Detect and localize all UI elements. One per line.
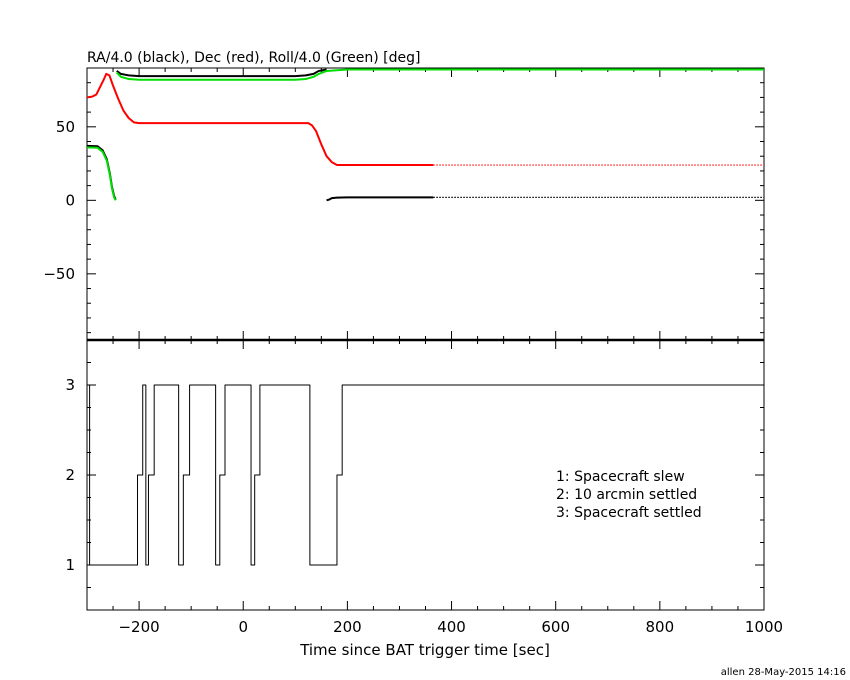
top-chart-title: RA/4.0 (black), Dec (red), Roll/4.0 (Gre… (87, 50, 420, 66)
legend: 1: Spacecraft slew 2: 10 arcmin settled … (556, 469, 702, 521)
x-tick-label: 1000 (745, 618, 783, 636)
footer-credit: allen 28-May-2015 14:16 (721, 667, 846, 678)
y-tick-label: 50 (56, 118, 75, 136)
top-ticks: −50 0 50 (43, 68, 765, 340)
y-tick-label: 3 (65, 376, 75, 394)
y-tick-label: 0 (65, 191, 75, 209)
legend-entry-1: 1: Spacecraft slew (556, 469, 685, 485)
x-tick-label: 800 (646, 618, 675, 636)
x-tick-label: −200 (118, 618, 159, 636)
series-line-dec-0 (86, 72, 434, 167)
y-tick-label: 2 (65, 466, 75, 484)
top-series (86, 68, 764, 202)
series-line-ra-1 (116, 68, 327, 78)
series-line-mode-0 (87, 384, 764, 566)
legend-entry-2: 2: 10 arcmin settled (556, 487, 697, 503)
bottom-series (87, 384, 764, 566)
x-axis-label: Time since BAT trigger time [sec] (299, 641, 550, 659)
bottom-panel: −200 0 200 400 600 800 1000 1 2 3 Time since BAT … (65, 338, 783, 659)
series-line-ra-2 (326, 196, 434, 202)
legend-entry-3: 3: Spacecraft settled (556, 505, 702, 521)
x-tick-label: 0 (238, 618, 248, 636)
y-tick-label: 1 (65, 556, 75, 574)
top-panel: RA/4.0 (black), Dec (red), Roll/4.0 (Gre… (43, 50, 765, 341)
y-tick-label: −50 (43, 265, 75, 283)
series-line-roll-1 (115, 68, 764, 81)
x-tick-label: 200 (333, 618, 362, 636)
bottom-ticks: −200 0 200 400 600 800 1000 1 2 3 (65, 340, 783, 636)
series-line-roll-0 (86, 146, 117, 201)
x-tick-label: 600 (541, 618, 570, 636)
x-tick-label: 400 (437, 618, 466, 636)
